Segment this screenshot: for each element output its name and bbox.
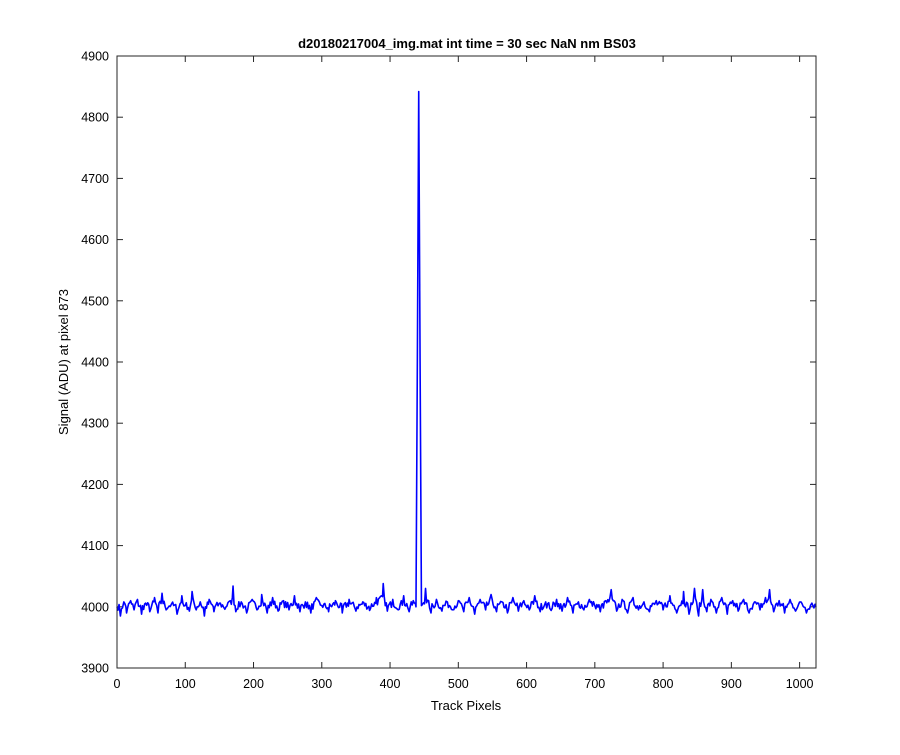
- plot-area: [117, 56, 816, 668]
- y-tick-label: 4000: [81, 600, 109, 614]
- x-tick-label: 900: [721, 677, 742, 691]
- x-tick-label: 0: [114, 677, 121, 691]
- chart-title: d20180217004_img.mat int time = 30 sec N…: [298, 36, 636, 51]
- x-tick-label: 600: [516, 677, 537, 691]
- x-tick-label: 1000: [786, 677, 814, 691]
- x-tick-label: 400: [380, 677, 401, 691]
- y-tick-label: 4500: [81, 294, 109, 308]
- series-line: [116, 90, 817, 617]
- x-axis-label: Track Pixels: [431, 698, 502, 713]
- y-axis-tick-labels: 3900 4000 4100 4200 4300 4400 4500 4600 4700 4800…: [81, 50, 109, 676]
- y-tick-label: 4900: [81, 50, 109, 64]
- x-tick-label: 300: [311, 677, 332, 691]
- x-tick-label: 500: [448, 677, 469, 691]
- x-tick-label: 200: [243, 677, 264, 691]
- y-tick-label: 4400: [81, 356, 109, 370]
- y-tick-label: 4800: [81, 111, 109, 125]
- y-tick-label: 4700: [81, 172, 109, 186]
- y-axis-label: Signal (ADU) at pixel 873: [56, 289, 71, 435]
- plot-frame: [116, 55, 817, 669]
- x-tick-label: 700: [584, 677, 605, 691]
- y-tick-label: 4200: [81, 478, 109, 492]
- x-tick-label: 100: [175, 677, 196, 691]
- y-tick-label: 4100: [81, 539, 109, 553]
- x-tick-label: 800: [653, 677, 674, 691]
- y-tick-label: 4300: [81, 417, 109, 431]
- y-tick-label: 3900: [81, 662, 109, 676]
- x-axis-tick-labels: 0 100 200 300 400 500 600 700 800 900 1000: [114, 677, 814, 691]
- y-tick-label: 4600: [81, 233, 109, 247]
